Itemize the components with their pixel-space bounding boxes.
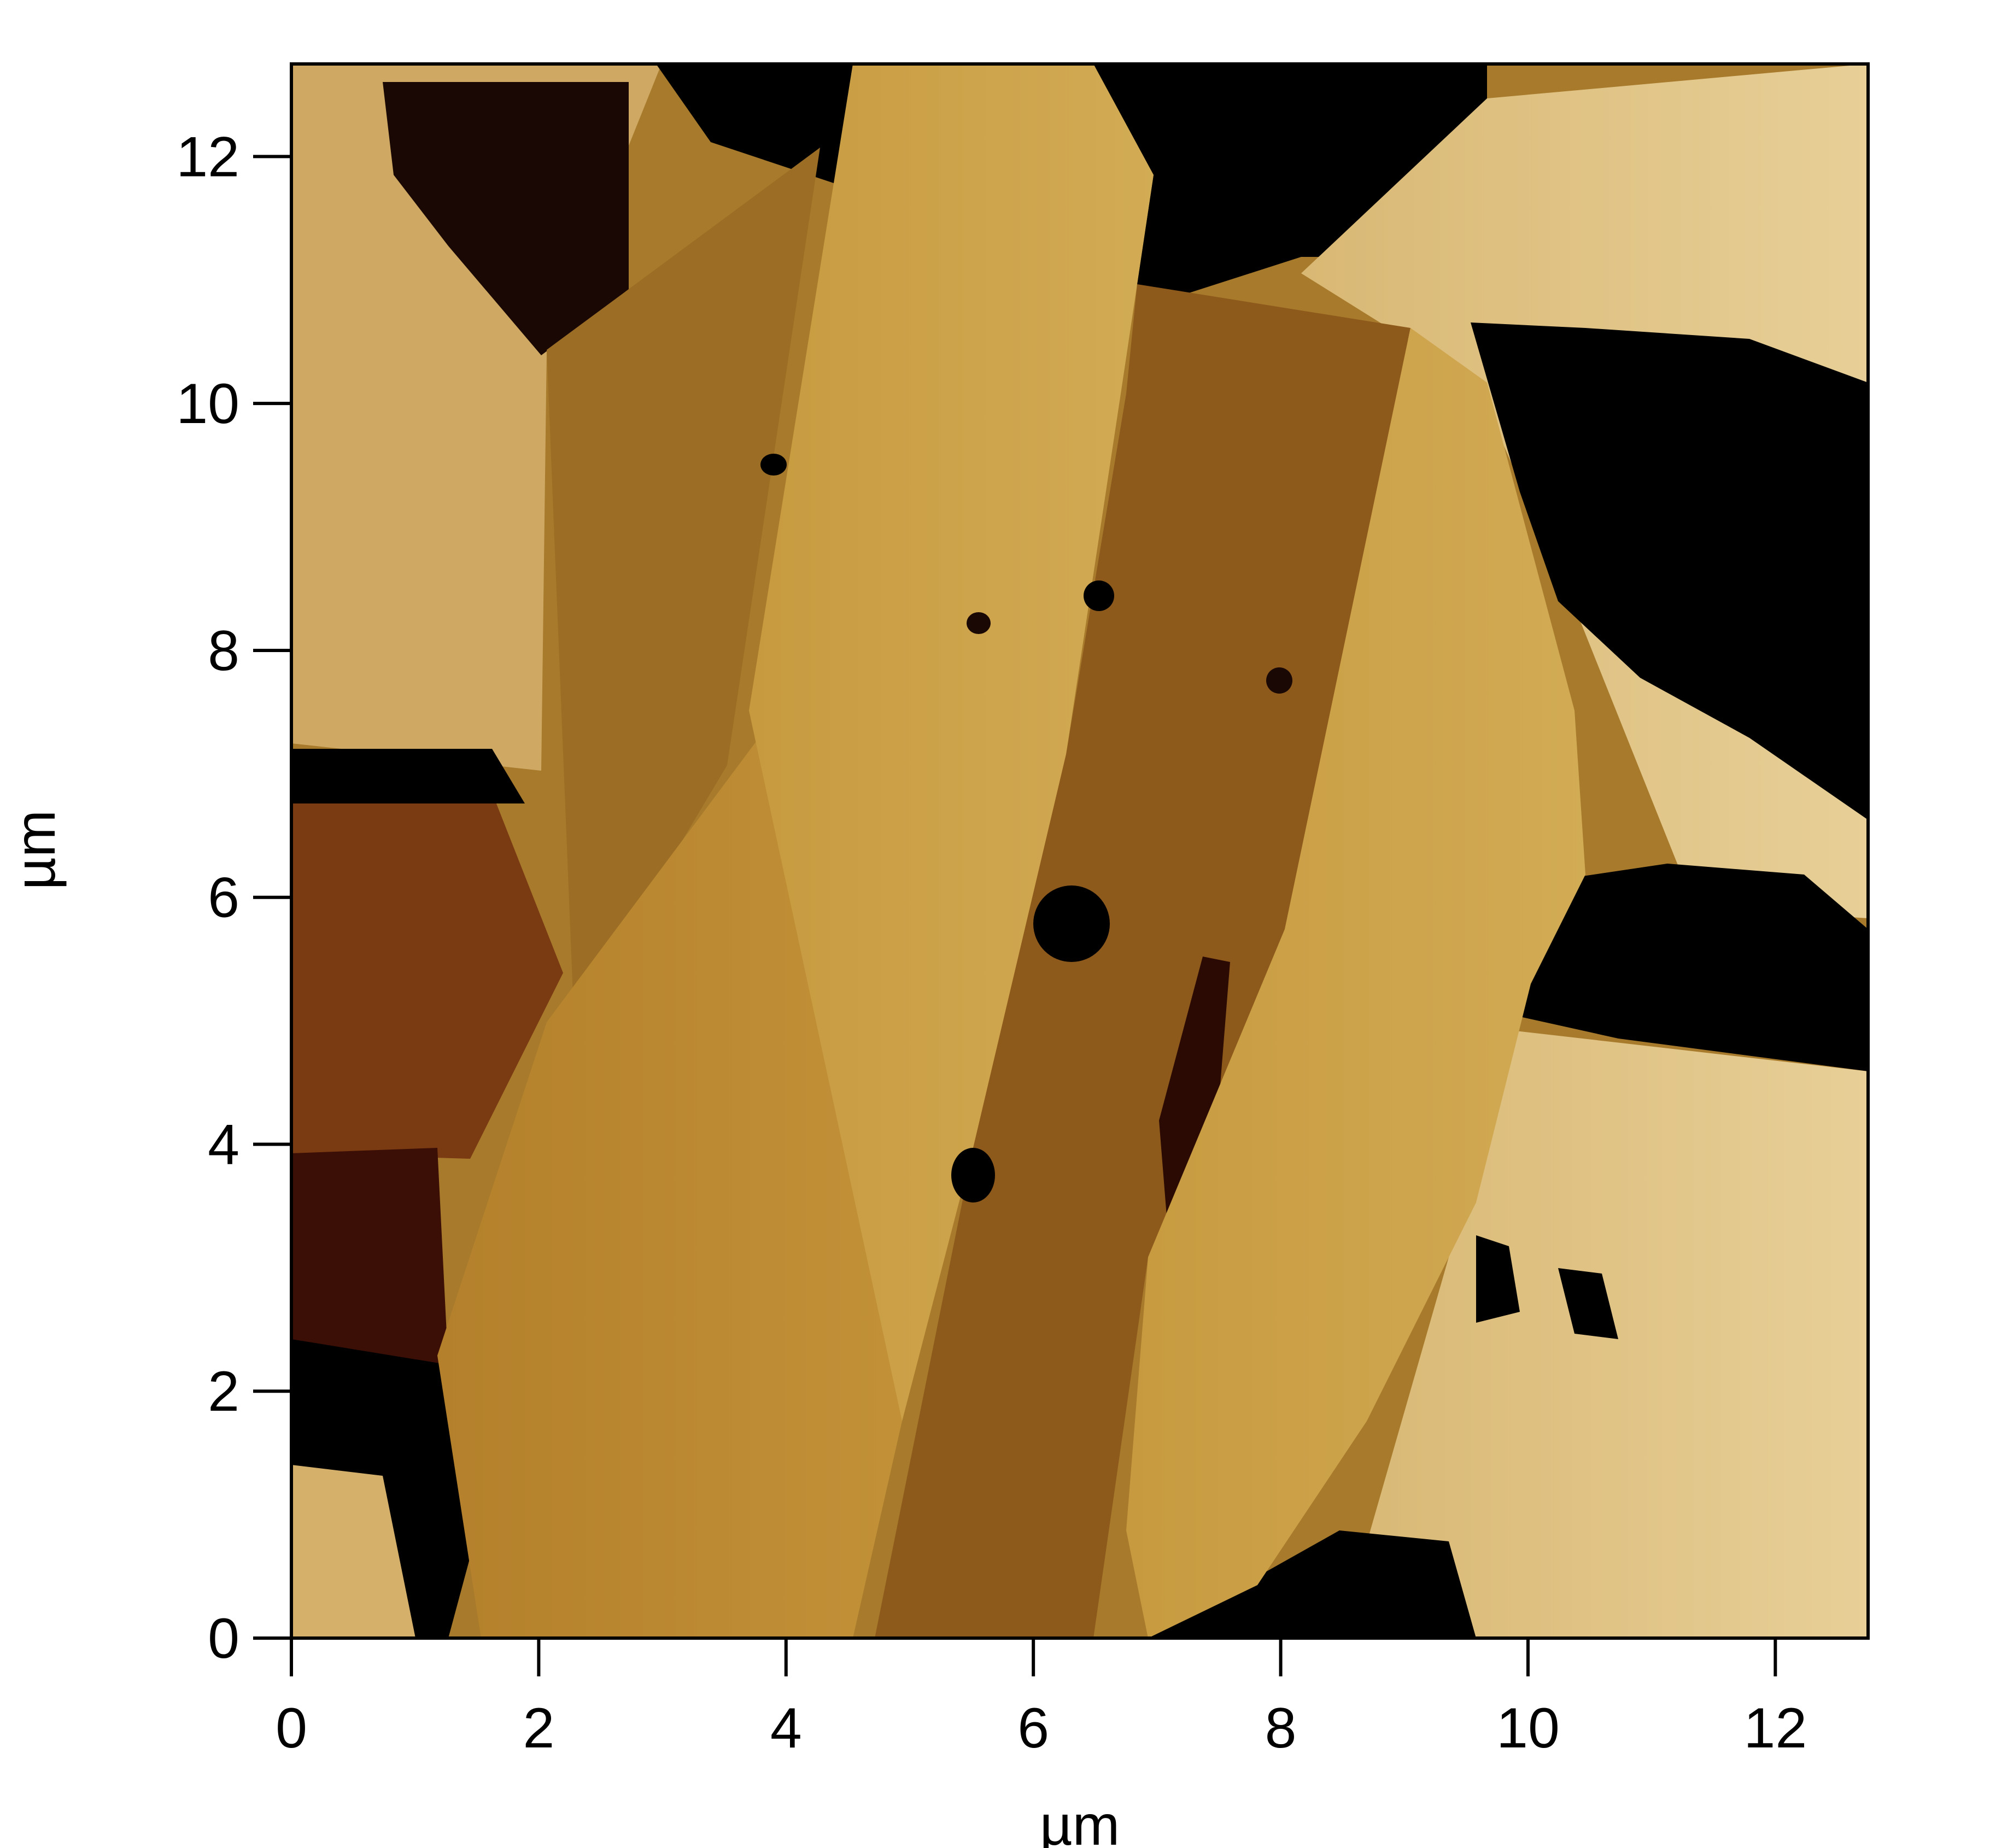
- x-tick-label: 6: [1017, 1697, 1049, 1760]
- x-tick-label: 4: [770, 1697, 802, 1760]
- y-axis-label: µm: [4, 810, 67, 890]
- y-tick-label: 2: [208, 1360, 239, 1423]
- x-tick-label: 0: [276, 1697, 307, 1760]
- y-tick-label: 6: [208, 866, 239, 930]
- y-tick-label: 12: [176, 125, 239, 189]
- y-tick-label: 4: [208, 1113, 239, 1176]
- x-axis: 0 2 4 6 8 10 12: [276, 1638, 1807, 1760]
- x-tick-label: 10: [1496, 1697, 1560, 1760]
- x-tick-label: 12: [1744, 1697, 1807, 1760]
- y-tick-label: 10: [176, 372, 239, 436]
- x-tick-label: 2: [523, 1697, 554, 1760]
- y-tick-label: 0: [208, 1607, 239, 1670]
- phase-image: [291, 64, 1868, 1638]
- y-axis: 0 2 4 6 8 10 12: [176, 125, 291, 1670]
- x-tick-label: 8: [1265, 1697, 1297, 1760]
- x-axis-label: µm: [1040, 1794, 1120, 1848]
- y-tick-label: 8: [208, 619, 239, 683]
- plot-frame: [290, 62, 1870, 1640]
